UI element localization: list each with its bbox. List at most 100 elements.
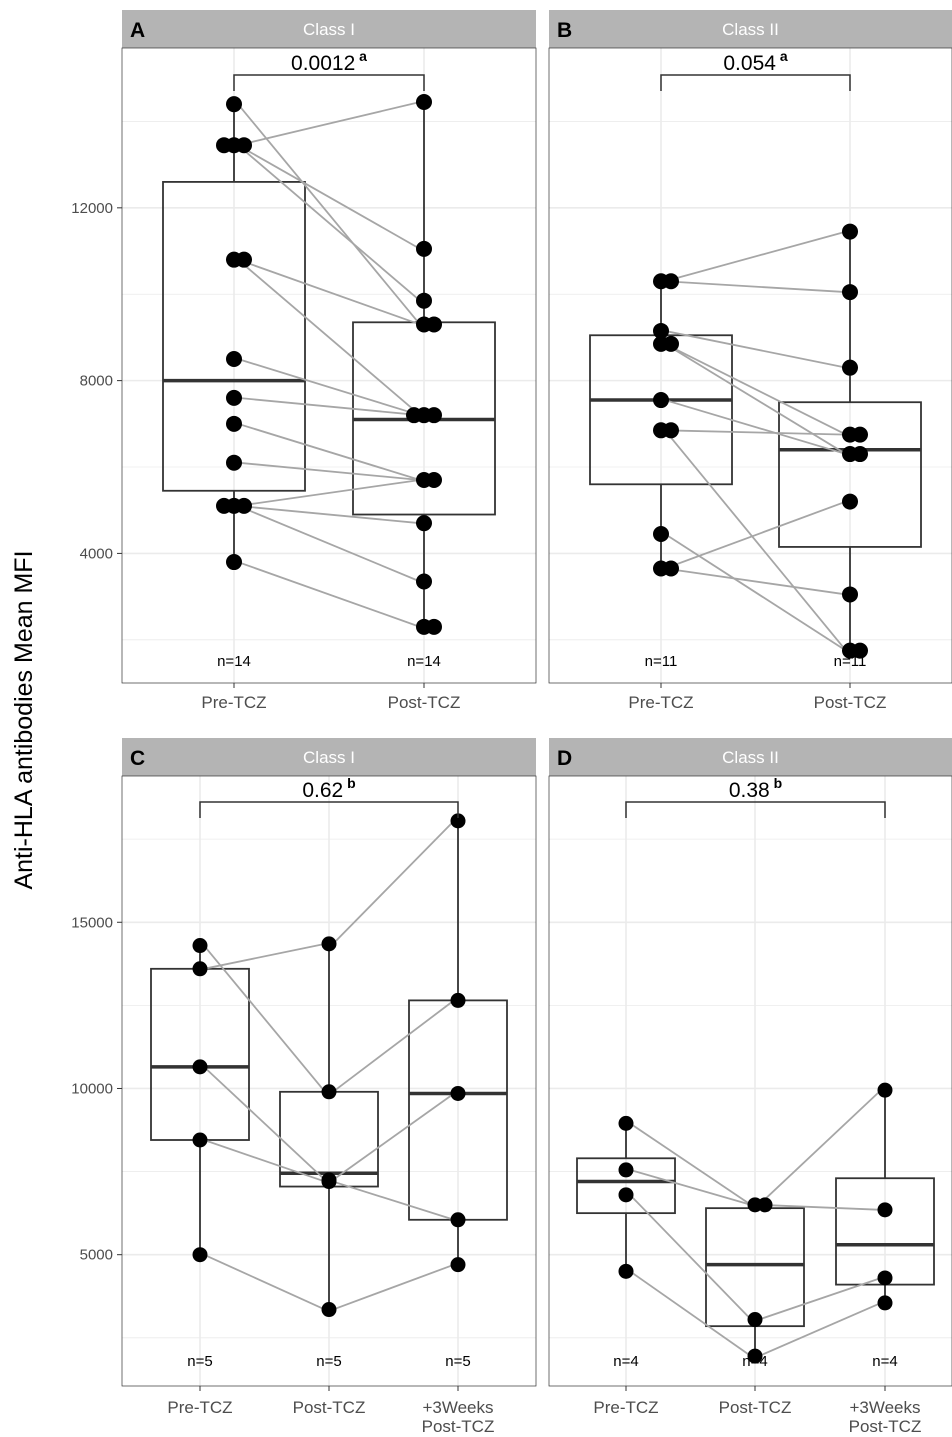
panel-b: Class II B 0.054 a n=11 n=11 Pre-TCZ Post-TCZ [548,10,952,712]
paired-line [758,1277,882,1321]
data-point [450,1212,466,1228]
panel-title: Class II [722,20,779,39]
panel-background [549,48,952,683]
x-tick-label: Post-TCZ [388,693,461,712]
panel-c: Class I C 0.62 b n=5 n=5 n=5 5000 10000 15000 Pre… [71,738,537,1436]
data-point [416,573,432,590]
data-point [747,1348,763,1364]
panel-border [548,775,952,1387]
data-point [321,1302,337,1318]
data-point [321,1084,337,1100]
data-point [877,1082,893,1098]
data-point [236,137,252,154]
n-label: n=5 [445,1353,470,1370]
panel-title: Class I [303,20,355,39]
paired-line [664,429,847,436]
p-value: 0.054 a [723,48,787,75]
data-point [663,335,679,352]
data-point [450,1257,466,1273]
x-tick-label: Post-TCZ [814,693,887,712]
paired-line [237,103,421,326]
paired-line [237,422,421,481]
paired-line [758,1302,882,1357]
p-value: 0.62 b [302,775,355,802]
data-point [663,273,679,290]
data-point [450,992,466,1008]
data-point [450,1085,466,1101]
data-point [663,422,679,439]
x-tick-label: Pre-TCZ [593,1398,658,1417]
paired-line [664,533,847,652]
n-label: n=5 [316,1353,341,1370]
data-point [236,497,252,514]
paired-line [203,1066,326,1181]
n-label: n=14 [217,653,251,670]
paired-line [237,397,421,417]
paired-line [664,567,847,596]
data-point [226,554,242,571]
y-tick-label: 10000 [71,1080,113,1097]
panel-title: Class I [303,748,355,767]
box [162,181,306,492]
data-point [450,813,466,829]
data-point [877,1202,893,1218]
paired-line [664,500,847,570]
paired-line [237,144,421,250]
x-tick-label: Pre-TCZ [167,1398,232,1417]
panel-strip [122,738,536,776]
data-point [192,1132,208,1148]
n-label: n=5 [187,1353,212,1370]
paired-line [629,1122,752,1206]
data-point [663,560,679,577]
data-point [226,96,242,113]
panel-strip [122,10,536,48]
data-point [426,471,442,488]
y-tick-label: 8000 [80,373,113,390]
panel-background [122,48,536,683]
x-tick-label: +3Weeks Post-TCZ [422,1398,495,1436]
paired-line [237,101,421,147]
data-point [842,359,858,376]
data-point [226,389,242,406]
paired-line [203,1139,326,1183]
data-point [747,1312,763,1328]
data-point [192,938,208,954]
x-tick-label: Post-TCZ [293,1398,366,1417]
paired-line [758,1203,882,1211]
n-label: n=4 [872,1353,897,1370]
data-point [618,1162,634,1178]
paired-line [203,1253,326,1311]
paired-line [237,504,421,525]
data-point [226,415,242,432]
n-label: n=11 [834,653,867,670]
data-point [852,642,868,659]
panel-strip [549,10,952,48]
p-value: 0.38 b [729,775,782,802]
paired-line [664,343,847,455]
panel-letter: C [130,747,145,770]
p-value: 0.0012 a [291,48,367,75]
data-point [618,1187,634,1203]
data-point [236,251,252,268]
panel-background [549,776,952,1386]
box [778,401,922,548]
paired-line [664,330,847,369]
paired-line [237,505,421,583]
y-axis-label: Anti-HLA antibodies Mean MFI [10,550,38,889]
significance-bracket [199,801,459,818]
data-point [416,515,432,532]
n-label: n=14 [407,653,441,670]
data-point [653,322,669,339]
paired-line [664,429,847,652]
paired-line [629,1194,752,1321]
n-label: n=4 [742,1353,767,1370]
paired-line [664,280,847,293]
panel-border [121,47,537,684]
panel-border [548,47,952,684]
data-point [877,1270,893,1286]
x-tick-label: Pre-TCZ [201,693,266,712]
paired-line [629,1270,752,1357]
panel-letter: D [557,747,572,770]
data-point [192,1059,208,1075]
data-point [426,316,442,333]
